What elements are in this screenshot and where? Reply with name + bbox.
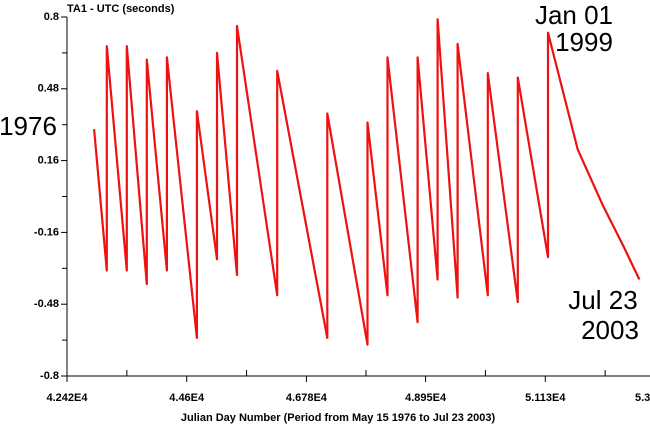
x-tick-label: 4.46E4 <box>169 392 205 404</box>
x-tick-label: 4.678E4 <box>286 392 328 404</box>
y-tick-label: 0.16 <box>38 155 59 167</box>
annotation: Jul 23 <box>568 285 637 315</box>
chart-title: TA1 - UTC (seconds) <box>67 3 175 15</box>
annotation: 1976 <box>0 111 57 141</box>
annotation: 2003 <box>581 315 639 345</box>
y-tick-label: -0.48 <box>34 298 59 310</box>
x-tick-label: 5.113E4 <box>525 392 566 404</box>
annotation: Jan 01 <box>535 0 613 30</box>
y-tick-label: 0.48 <box>38 83 59 95</box>
y-tick-label: -0.8 <box>40 370 59 382</box>
y-tick-label: -0.16 <box>34 226 59 238</box>
x-tick-label: 4.242E4 <box>47 392 89 404</box>
x-tick-label: 5.3 <box>635 392 650 404</box>
x-tick-label: 4.895E4 <box>405 392 447 404</box>
x-axis-label: Julian Day Number (Period from May 15 19… <box>181 412 496 424</box>
y-tick-label: 0.8 <box>44 11 59 23</box>
annotation: 1999 <box>555 27 613 57</box>
data-line <box>93 18 641 346</box>
